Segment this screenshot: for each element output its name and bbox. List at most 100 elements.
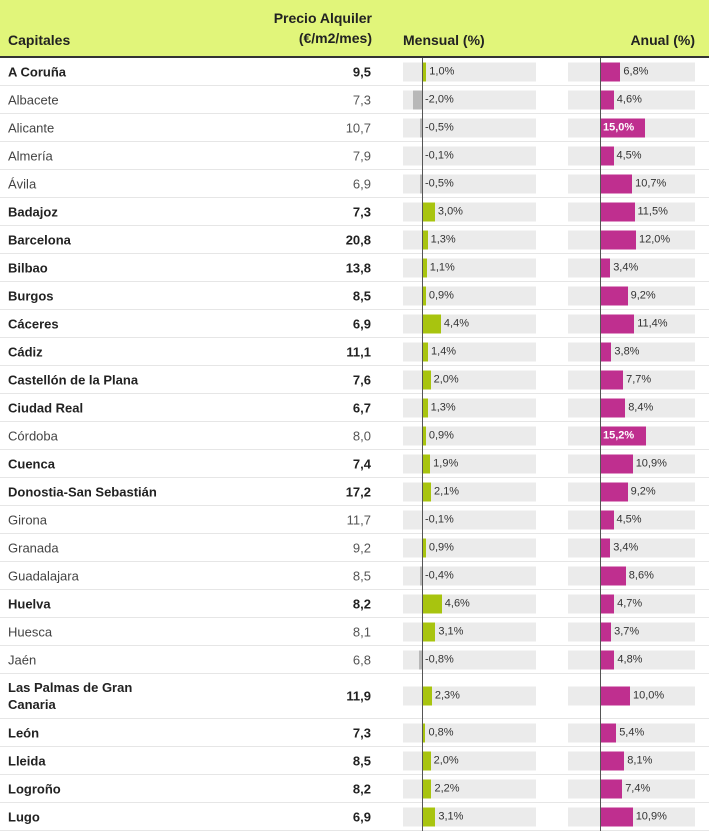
annual-bar bbox=[600, 482, 628, 501]
annual-track: 10,9% bbox=[568, 454, 695, 473]
rent-price: 8,1 bbox=[353, 624, 371, 639]
monthly-value: -0,8% bbox=[425, 650, 454, 669]
rent-price: 13,8 bbox=[346, 260, 371, 275]
rent-price: 7,3 bbox=[353, 204, 371, 219]
annual-value: 3,7% bbox=[614, 622, 639, 641]
annual-value: 8,4% bbox=[628, 398, 653, 417]
monthly-value: 3,1% bbox=[438, 807, 463, 826]
annual-track: 8,6% bbox=[568, 566, 695, 585]
header-annual[interactable]: Anual (%) bbox=[630, 32, 695, 48]
annual-track: 9,2% bbox=[568, 482, 695, 501]
rent-price: 6,9 bbox=[353, 809, 371, 824]
header-price-line2: (€/m2/mes) bbox=[172, 28, 372, 48]
annual-value: 11,5% bbox=[638, 202, 668, 221]
rent-price: 8,5 bbox=[353, 753, 371, 768]
rent-price: 8,0 bbox=[353, 428, 371, 443]
annual-track: 10,7% bbox=[568, 174, 695, 193]
city-name: Cuenca bbox=[8, 455, 178, 472]
city-name: Badajoz bbox=[8, 203, 178, 220]
annual-value: 10,9% bbox=[636, 807, 667, 826]
header-city[interactable]: Capitales bbox=[8, 32, 70, 48]
annual-track: 8,1% bbox=[568, 751, 695, 770]
rent-price: 11,7 bbox=[347, 512, 371, 527]
monthly-value: 0,9% bbox=[429, 426, 454, 445]
annual-track: 15,0% bbox=[568, 118, 695, 137]
monthly-value: 0,9% bbox=[429, 538, 454, 557]
annual-track: 4,7% bbox=[568, 594, 695, 613]
city-name: Almería bbox=[8, 147, 178, 164]
rent-price: 11,9 bbox=[346, 689, 371, 704]
annual-value: 10,7% bbox=[635, 174, 666, 193]
rent-price: 10,7 bbox=[346, 120, 371, 135]
monthly-value: 2,2% bbox=[434, 779, 459, 798]
table-row: Bilbao 13,8 1,1% 3,4% bbox=[0, 254, 709, 282]
city-name: Granada bbox=[8, 539, 178, 556]
header-price[interactable]: Precio Alquiler (€/m2/mes) bbox=[172, 8, 372, 48]
annual-value: 3,4% bbox=[613, 538, 638, 557]
annual-value: 12,0% bbox=[639, 230, 670, 249]
monthly-value: -0,1% bbox=[425, 510, 454, 529]
annual-track: 10,9% bbox=[568, 807, 695, 826]
header-monthly[interactable]: Mensual (%) bbox=[403, 32, 485, 48]
annual-bar bbox=[600, 594, 614, 613]
annual-value: 11,4% bbox=[637, 314, 667, 333]
monthly-value: 2,0% bbox=[434, 370, 459, 389]
annual-track: 4,5% bbox=[568, 510, 695, 529]
annual-track: 11,5% bbox=[568, 202, 695, 221]
city-name: Bilbao bbox=[8, 259, 178, 276]
monthly-value: 4,6% bbox=[445, 594, 470, 613]
monthly-value: 1,1% bbox=[430, 258, 455, 277]
table-header: Capitales Precio Alquiler (€/m2/mes) Men… bbox=[0, 0, 709, 58]
monthly-value: 2,0% bbox=[434, 751, 459, 770]
monthly-bar bbox=[422, 370, 431, 389]
annual-bar bbox=[600, 650, 614, 669]
annual-track: 6,8% bbox=[568, 62, 695, 81]
annual-value: 9,2% bbox=[631, 482, 656, 501]
annual-value: 6,8% bbox=[623, 62, 648, 81]
annual-bar bbox=[600, 286, 628, 305]
header-price-line1: Precio Alquiler bbox=[172, 8, 372, 28]
annual-value: 8,6% bbox=[629, 566, 654, 585]
annual-track: 5,4% bbox=[568, 723, 695, 742]
annual-track: 11,4% bbox=[568, 314, 695, 333]
rent-price: 7,4 bbox=[353, 456, 371, 471]
annual-track: 3,4% bbox=[568, 538, 695, 557]
monthly-value: 0,9% bbox=[429, 286, 454, 305]
monthly-bar bbox=[422, 594, 442, 613]
annual-bar bbox=[600, 62, 620, 81]
monthly-value: 1,0% bbox=[429, 62, 454, 81]
annual-value: 4,8% bbox=[617, 650, 642, 669]
annual-bar bbox=[600, 258, 610, 277]
monthly-zero-axis bbox=[422, 58, 423, 831]
city-name: Castellón de la Plana bbox=[8, 371, 178, 388]
annual-value: 4,5% bbox=[617, 510, 642, 529]
rent-price: 6,9 bbox=[353, 176, 371, 191]
annual-track: 3,4% bbox=[568, 258, 695, 277]
annual-value: 15,2% bbox=[603, 426, 634, 445]
rent-price: 8,5 bbox=[353, 288, 371, 303]
rent-price: 11,1 bbox=[346, 344, 371, 359]
annual-bar bbox=[600, 538, 610, 557]
monthly-value: 1,4% bbox=[431, 342, 456, 361]
monthly-bar bbox=[422, 622, 435, 641]
city-name: Lugo bbox=[8, 808, 178, 825]
annual-value: 4,6% bbox=[617, 90, 642, 109]
annual-track: 3,7% bbox=[568, 622, 695, 641]
rent-price: 6,8 bbox=[353, 652, 371, 667]
